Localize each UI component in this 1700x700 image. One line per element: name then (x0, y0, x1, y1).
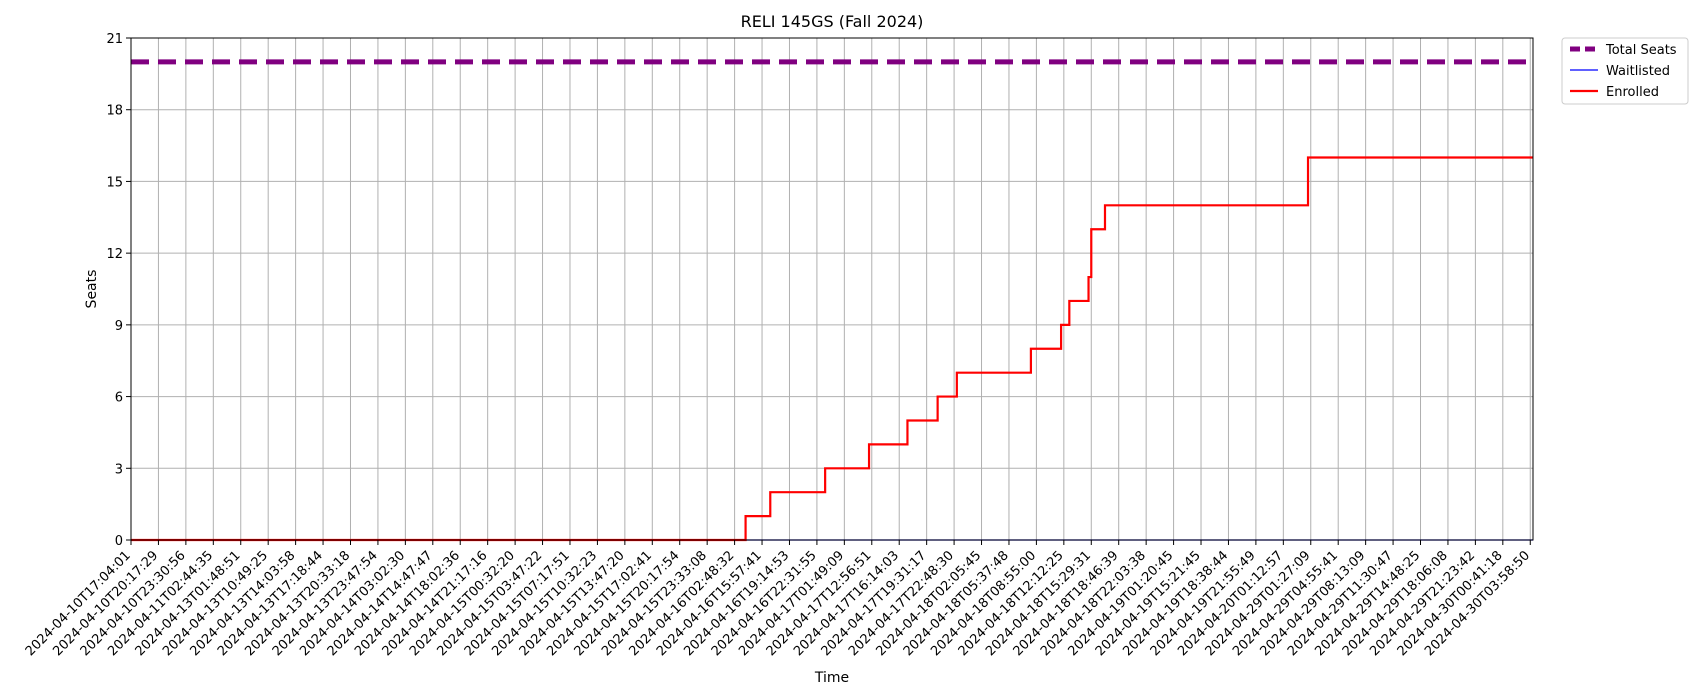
y-axis: 0 3 6 9 12 15 18 21 (106, 32, 131, 549)
plot-frame (130, 37, 1534, 541)
legend-label: Enrolled (1606, 85, 1659, 100)
grid (130, 37, 1533, 541)
y-axis-title: Seats (84, 270, 100, 309)
series-enrolled-line (131, 156, 1533, 542)
y-tick-label: 15 (106, 175, 123, 190)
legend-box (1561, 37, 1689, 105)
x-axis-title: Time (814, 670, 849, 686)
y-tick-label: 0 (115, 534, 123, 549)
y-tick-label: 3 (115, 462, 123, 477)
y-tick-label: 9 (115, 319, 123, 334)
legend-label: Total Seats (1605, 43, 1677, 58)
y-tick-label: 21 (106, 32, 123, 47)
y-tick-label: 18 (106, 104, 123, 119)
chart-title: RELI 145GS (Fall 2024) (741, 12, 924, 31)
x-axis: 2024-04-10T17:04:012024-04-10T20:17:2920… (23, 540, 1533, 659)
y-tick-label: 6 (115, 391, 123, 406)
legend-label: Waitlisted (1606, 64, 1670, 79)
y-tick-label: 12 (106, 247, 123, 262)
legend: Total Seats Waitlisted Enrolled (1561, 37, 1689, 105)
